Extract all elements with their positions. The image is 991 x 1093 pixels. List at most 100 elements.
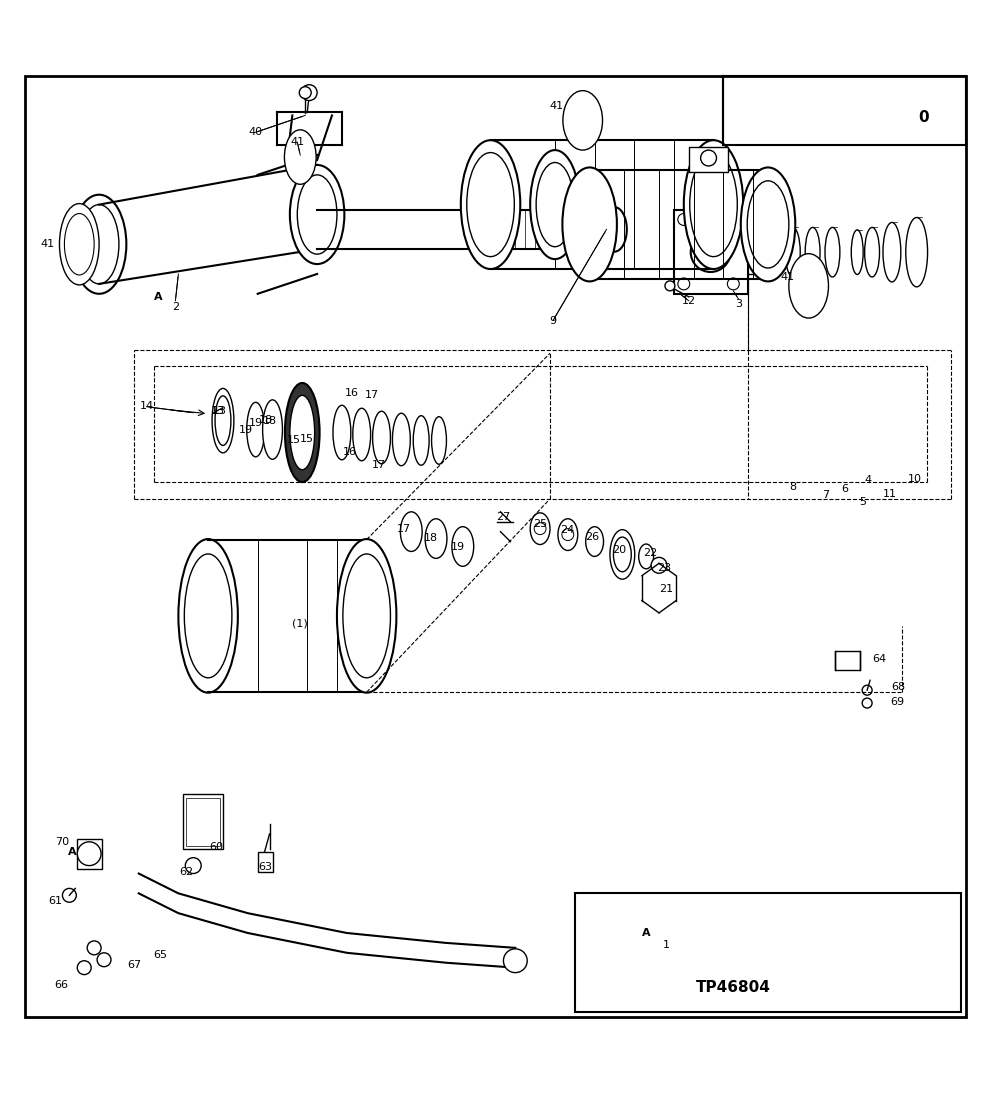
Text: 5: 5 bbox=[859, 497, 867, 507]
Text: 14: 14 bbox=[140, 401, 154, 411]
Circle shape bbox=[665, 281, 675, 291]
Text: 17: 17 bbox=[365, 390, 379, 400]
Circle shape bbox=[651, 557, 667, 573]
Ellipse shape bbox=[333, 406, 351, 460]
Ellipse shape bbox=[284, 130, 316, 185]
Text: 11: 11 bbox=[883, 489, 897, 500]
Text: 60: 60 bbox=[209, 842, 223, 851]
Text: (1): (1) bbox=[292, 619, 308, 628]
Ellipse shape bbox=[184, 554, 232, 678]
Circle shape bbox=[77, 961, 91, 975]
Text: 18: 18 bbox=[424, 532, 438, 542]
Text: 41: 41 bbox=[550, 101, 564, 110]
Text: 25: 25 bbox=[533, 519, 547, 529]
Text: 13: 13 bbox=[211, 406, 225, 415]
Ellipse shape bbox=[639, 544, 654, 568]
Ellipse shape bbox=[684, 140, 743, 269]
Ellipse shape bbox=[392, 413, 410, 466]
Circle shape bbox=[62, 889, 76, 902]
Ellipse shape bbox=[602, 207, 627, 251]
Ellipse shape bbox=[343, 554, 390, 678]
Text: 70: 70 bbox=[55, 837, 69, 847]
Ellipse shape bbox=[558, 519, 578, 551]
Text: 12: 12 bbox=[682, 296, 696, 306]
Ellipse shape bbox=[425, 519, 447, 559]
Ellipse shape bbox=[178, 539, 238, 693]
Ellipse shape bbox=[413, 415, 429, 466]
Text: 2: 2 bbox=[171, 302, 179, 312]
Ellipse shape bbox=[530, 150, 580, 259]
Ellipse shape bbox=[212, 388, 234, 453]
Ellipse shape bbox=[79, 204, 119, 284]
Circle shape bbox=[185, 858, 201, 873]
Text: 65: 65 bbox=[154, 950, 167, 960]
Text: A: A bbox=[642, 928, 650, 938]
Circle shape bbox=[727, 213, 739, 225]
Text: TP46804: TP46804 bbox=[696, 980, 771, 995]
Text: 17: 17 bbox=[372, 460, 385, 470]
Ellipse shape bbox=[609, 530, 634, 579]
Circle shape bbox=[678, 213, 690, 225]
Text: 41: 41 bbox=[781, 272, 795, 282]
Text: 61: 61 bbox=[49, 896, 62, 906]
Bar bbox=[77, 838, 102, 869]
Ellipse shape bbox=[789, 254, 828, 318]
Circle shape bbox=[97, 953, 111, 966]
Ellipse shape bbox=[883, 223, 901, 282]
Text: 64: 64 bbox=[872, 655, 886, 665]
Ellipse shape bbox=[289, 165, 345, 265]
Text: 21: 21 bbox=[659, 584, 673, 595]
Ellipse shape bbox=[906, 218, 928, 286]
Text: 4: 4 bbox=[864, 475, 872, 485]
Ellipse shape bbox=[263, 400, 282, 459]
Ellipse shape bbox=[691, 233, 730, 272]
Text: 0: 0 bbox=[919, 110, 929, 125]
Bar bbox=[258, 851, 273, 871]
Text: 17: 17 bbox=[397, 524, 411, 533]
Text: 41: 41 bbox=[41, 239, 55, 249]
Circle shape bbox=[562, 529, 574, 541]
Text: 9: 9 bbox=[549, 316, 557, 326]
Ellipse shape bbox=[72, 195, 127, 294]
Text: A: A bbox=[68, 847, 76, 857]
Text: 18: 18 bbox=[259, 414, 273, 425]
Text: 7: 7 bbox=[822, 490, 829, 500]
Circle shape bbox=[678, 278, 690, 290]
Bar bbox=[835, 650, 860, 670]
Text: 67: 67 bbox=[128, 960, 142, 969]
Bar bbox=[183, 795, 223, 849]
Ellipse shape bbox=[337, 539, 396, 693]
Ellipse shape bbox=[851, 230, 863, 274]
Circle shape bbox=[534, 522, 546, 534]
Ellipse shape bbox=[562, 167, 616, 281]
Ellipse shape bbox=[805, 227, 821, 277]
Ellipse shape bbox=[467, 153, 514, 257]
Ellipse shape bbox=[530, 513, 550, 544]
Ellipse shape bbox=[247, 402, 265, 457]
Ellipse shape bbox=[432, 416, 446, 465]
Ellipse shape bbox=[297, 175, 337, 255]
Ellipse shape bbox=[400, 512, 422, 552]
Text: 3: 3 bbox=[734, 298, 742, 308]
Text: 41: 41 bbox=[290, 138, 304, 148]
Ellipse shape bbox=[59, 203, 99, 285]
Text: 24: 24 bbox=[560, 525, 574, 534]
Text: 23: 23 bbox=[657, 563, 671, 574]
Ellipse shape bbox=[786, 227, 801, 277]
Text: 16: 16 bbox=[343, 447, 357, 457]
Text: 16: 16 bbox=[345, 388, 359, 398]
Text: 10: 10 bbox=[908, 474, 922, 484]
Text: 22: 22 bbox=[643, 549, 657, 559]
Text: 15: 15 bbox=[286, 435, 300, 446]
Ellipse shape bbox=[864, 227, 880, 277]
Text: 27: 27 bbox=[496, 512, 510, 521]
Ellipse shape bbox=[353, 409, 371, 461]
Text: 26: 26 bbox=[586, 531, 600, 542]
Ellipse shape bbox=[461, 140, 520, 269]
Bar bbox=[674, 210, 748, 294]
Text: 8: 8 bbox=[789, 482, 797, 492]
Ellipse shape bbox=[64, 213, 94, 275]
Text: 69: 69 bbox=[890, 697, 904, 707]
Ellipse shape bbox=[690, 153, 737, 257]
Circle shape bbox=[299, 86, 311, 98]
